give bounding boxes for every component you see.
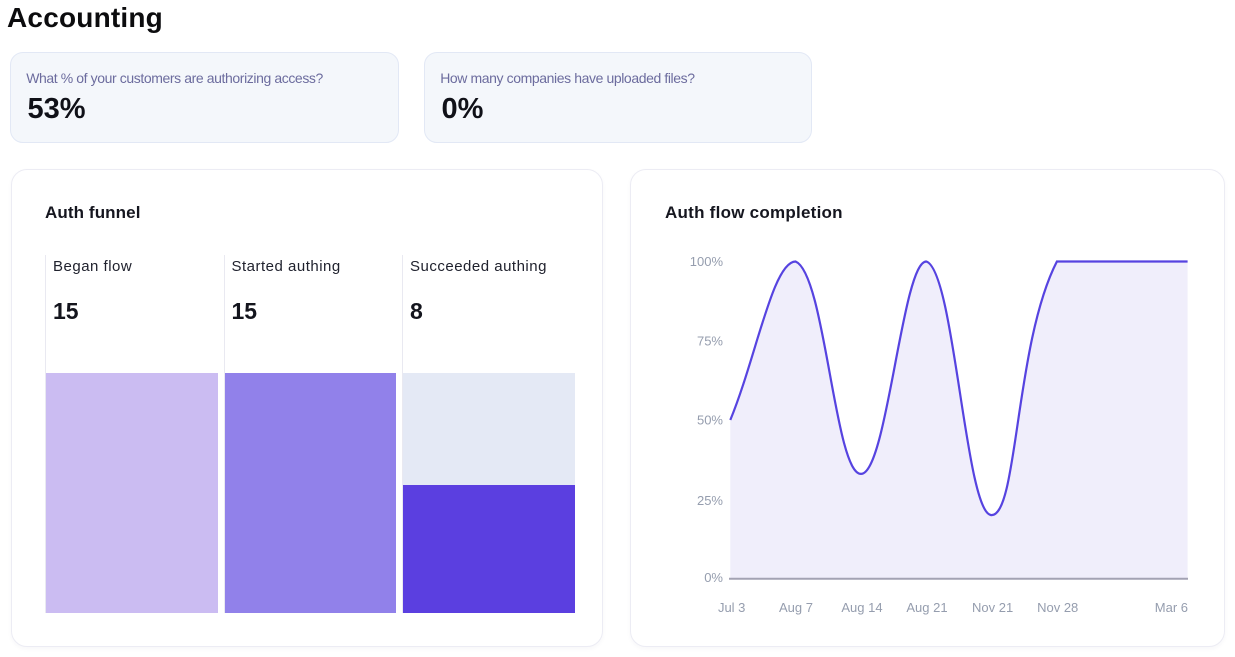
svg-text:75%: 75% [697, 334, 723, 349]
svg-text:100%: 100% [690, 254, 724, 269]
svg-text:Jul 3: Jul 3 [718, 600, 745, 615]
svg-text:50%: 50% [697, 413, 723, 428]
svg-text:25%: 25% [697, 493, 723, 508]
svg-text:0%: 0% [704, 570, 723, 585]
svg-text:Mar 6: Mar 6 [1155, 600, 1188, 615]
svg-text:Nov 28: Nov 28 [1037, 600, 1078, 615]
svg-text:Aug 14: Aug 14 [841, 600, 882, 615]
svg-text:Aug 21: Aug 21 [906, 600, 947, 615]
svg-text:Aug 7: Aug 7 [779, 600, 813, 615]
svg-text:Nov 21: Nov 21 [972, 600, 1013, 615]
